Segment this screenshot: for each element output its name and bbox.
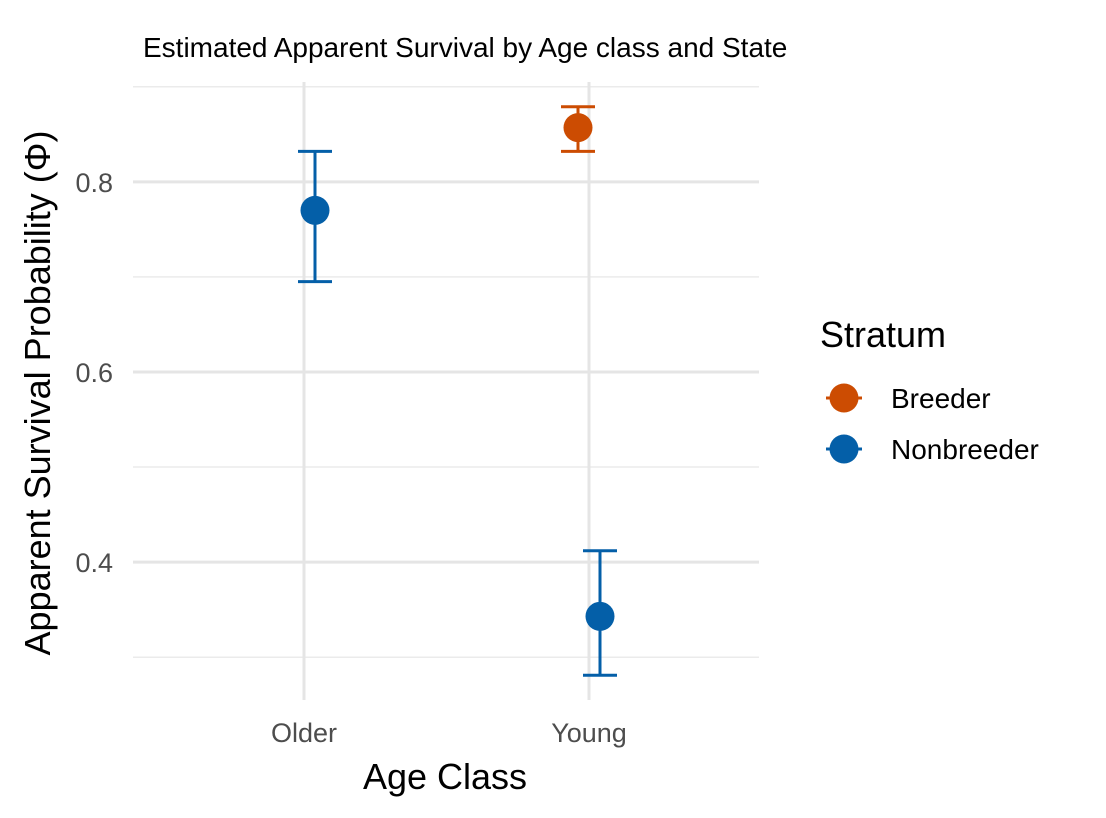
estimate-point — [585, 601, 615, 631]
legend-label: Nonbreeder — [891, 434, 1039, 465]
y-axis: 0.4 0.6 0.8 — [75, 168, 113, 578]
grid — [133, 82, 759, 700]
x-axis-title: Age Class — [363, 756, 527, 797]
estimate-point — [300, 195, 330, 225]
legend: Stratum Breeder Nonbreeder — [820, 314, 1039, 465]
chart-title: Estimated Apparent Survival by Age class… — [143, 32, 787, 63]
legend-key-point — [829, 383, 859, 413]
legend-label: Breeder — [891, 383, 991, 414]
x-axis: Older Young — [271, 718, 627, 748]
y-tick-label: 0.4 — [75, 548, 113, 578]
legend-key-point — [829, 434, 859, 464]
estimate-point — [563, 113, 593, 143]
y-axis-title: Apparent Survival Probability (Φ) — [17, 131, 58, 656]
x-tick-label: Older — [271, 718, 337, 748]
plot-marks — [298, 105, 617, 677]
y-tick-label: 0.8 — [75, 168, 113, 198]
legend-title: Stratum — [820, 314, 946, 355]
x-tick-label: Young — [551, 718, 627, 748]
y-tick-label: 0.6 — [75, 358, 113, 388]
